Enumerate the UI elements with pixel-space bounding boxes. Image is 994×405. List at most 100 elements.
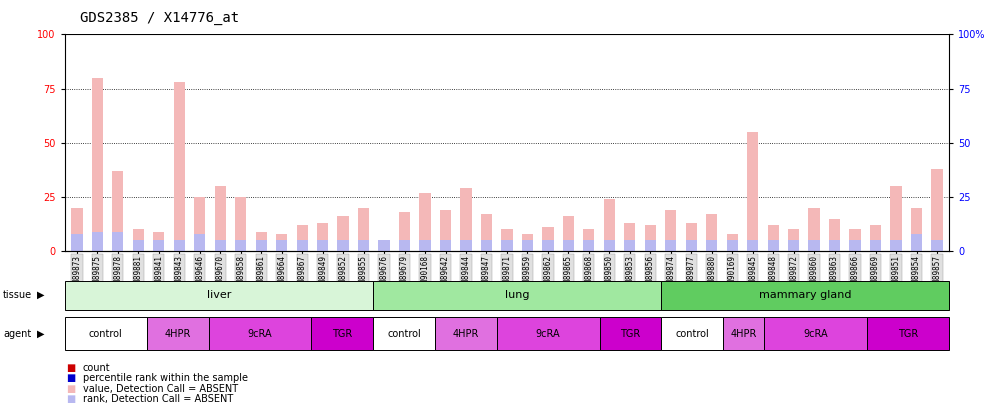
Text: TGR: TGR [332, 329, 353, 339]
Bar [296, 225, 308, 251]
Bar [543, 227, 554, 251]
Bar [379, 240, 390, 251]
Bar [788, 240, 799, 251]
Bar [747, 132, 758, 251]
Bar [788, 229, 799, 251]
Bar [497, 317, 599, 350]
Bar [767, 225, 778, 251]
Bar [133, 229, 144, 251]
Bar [255, 240, 266, 251]
Bar [563, 216, 574, 251]
Bar [599, 317, 661, 350]
Bar [91, 78, 103, 251]
Bar [174, 240, 185, 251]
Text: rank, Detection Call = ABSENT: rank, Detection Call = ABSENT [83, 394, 233, 404]
Bar [338, 240, 349, 251]
Bar [522, 234, 533, 251]
Bar [829, 240, 840, 251]
Bar [686, 223, 697, 251]
Bar [91, 232, 103, 251]
Bar [311, 317, 373, 350]
Bar [153, 232, 164, 251]
Bar [72, 234, 83, 251]
Text: ▶: ▶ [37, 329, 45, 339]
Text: ■: ■ [67, 384, 76, 394]
Bar [686, 240, 697, 251]
Bar [764, 317, 867, 350]
Text: ■: ■ [67, 373, 76, 383]
Bar [435, 317, 497, 350]
Bar [665, 210, 676, 251]
Text: ■: ■ [67, 363, 76, 373]
Bar [399, 212, 411, 251]
Bar [215, 186, 226, 251]
Text: tissue: tissue [3, 290, 32, 300]
Text: control: control [388, 329, 420, 339]
Text: liver: liver [207, 290, 231, 300]
Bar [829, 219, 840, 251]
Bar [194, 234, 206, 251]
Text: ■: ■ [67, 394, 76, 404]
Bar [661, 317, 723, 350]
Bar [236, 240, 247, 251]
Bar [931, 169, 942, 251]
Bar [522, 240, 533, 251]
Text: GDS2385 / X14776_at: GDS2385 / X14776_at [80, 11, 239, 26]
Text: mammary gland: mammary gland [759, 290, 852, 300]
Bar [236, 197, 247, 251]
Bar [665, 240, 676, 251]
Bar [419, 193, 430, 251]
Bar [112, 232, 123, 251]
Text: ▶: ▶ [37, 290, 45, 300]
Bar [133, 240, 144, 251]
Bar [481, 240, 492, 251]
Bar [850, 229, 861, 251]
Text: 9cRA: 9cRA [803, 329, 828, 339]
Bar [911, 234, 922, 251]
Bar [867, 317, 949, 350]
Bar [870, 240, 881, 251]
Bar [891, 186, 902, 251]
Bar [727, 234, 738, 251]
Bar [603, 199, 615, 251]
Text: 9cRA: 9cRA [248, 329, 272, 339]
Text: percentile rank within the sample: percentile rank within the sample [83, 373, 248, 383]
Bar [645, 225, 656, 251]
Bar [317, 240, 328, 251]
Bar [194, 197, 206, 251]
Bar [706, 240, 718, 251]
Bar [723, 317, 764, 350]
Bar [661, 281, 949, 310]
Bar [358, 240, 369, 251]
Bar [147, 317, 209, 350]
Bar [583, 240, 594, 251]
Text: lung: lung [505, 290, 530, 300]
Bar [399, 240, 411, 251]
Bar [174, 82, 185, 251]
Text: control: control [675, 329, 709, 339]
Bar [65, 281, 373, 310]
Text: count: count [83, 363, 110, 373]
Text: 9cRA: 9cRA [536, 329, 561, 339]
Bar [481, 214, 492, 251]
Bar [338, 216, 349, 251]
Bar [767, 240, 778, 251]
Bar [419, 240, 430, 251]
Bar [373, 317, 435, 350]
Bar [276, 240, 287, 251]
Bar [379, 240, 390, 251]
Text: 4HPR: 4HPR [165, 329, 191, 339]
Bar [276, 234, 287, 251]
Bar [911, 208, 922, 251]
Bar [112, 171, 123, 251]
Bar [583, 229, 594, 251]
Bar [153, 240, 164, 251]
Bar [603, 240, 615, 251]
Bar [645, 240, 656, 251]
Bar [317, 223, 328, 251]
Bar [215, 240, 226, 251]
Text: 4HPR: 4HPR [731, 329, 756, 339]
Bar [72, 208, 83, 251]
Bar [440, 210, 451, 251]
Bar [65, 317, 147, 350]
